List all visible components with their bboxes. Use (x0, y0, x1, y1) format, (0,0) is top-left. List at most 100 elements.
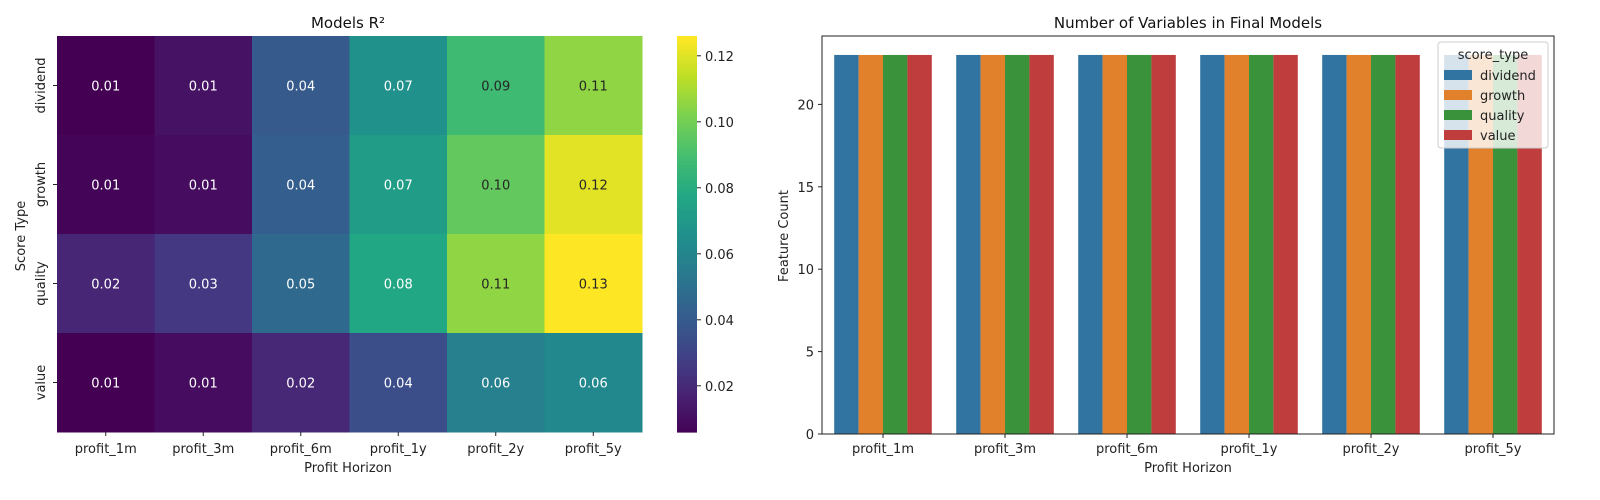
colorbar-segment (677, 369, 697, 374)
colorbar-segment (677, 105, 697, 110)
colorbar-segment (677, 418, 697, 423)
colorbar-segment (677, 108, 697, 113)
heatmap-cell (544, 135, 643, 235)
colorbar-segment (677, 379, 697, 384)
bar-chart-x-tick-label: profit_1m (852, 442, 914, 457)
colorbar-segment (677, 300, 697, 304)
colorbar-segment (677, 283, 697, 288)
colorbar-segment (677, 309, 697, 314)
heatmap-cell-label: 0.07 (384, 179, 413, 194)
heatmap-x-tick-label: profit_3m (172, 442, 234, 457)
bar-chart-x-ticks: profit_1m profit_3m profit_6m profit_1y prof… (852, 434, 1522, 457)
colorbar-segment (677, 181, 697, 186)
colorbar-segment (677, 187, 697, 192)
bar-value (1395, 54, 1420, 434)
colorbar-segment (677, 210, 697, 215)
colorbar-segment (677, 72, 697, 77)
colorbar-segment (677, 247, 697, 252)
colorbar-segment (677, 336, 697, 341)
colorbar-segment (677, 237, 697, 242)
colorbar-segment (677, 375, 697, 380)
bar-quality (883, 54, 908, 434)
colorbar-segment (677, 102, 697, 106)
heatmap-cell (57, 234, 155, 334)
colorbar-segment (677, 402, 697, 407)
bar-chart-x-tick-label: profit_1y (1220, 442, 1277, 457)
bar-quality (1249, 54, 1274, 434)
colorbar-segment (677, 62, 697, 67)
heatmap-cell-label: 0.08 (384, 278, 413, 293)
colorbar-segment (677, 151, 697, 156)
colorbar-segment (677, 49, 697, 54)
colorbar-segment (677, 85, 697, 90)
colorbar-segment (677, 164, 697, 169)
bar-quality (1005, 54, 1030, 434)
colorbar-segment (677, 346, 697, 351)
colorbar-segment (677, 88, 697, 93)
heatmap-cell-label: 0.04 (286, 179, 315, 194)
colorbar-tick-label: 0.08 (705, 182, 734, 197)
bar-dividend (956, 54, 981, 434)
heatmap-x-tick-label: profit_2y (467, 442, 524, 457)
colorbar-segment (677, 362, 697, 367)
colorbar-segment (677, 128, 697, 133)
colorbar-segment (677, 154, 697, 159)
heatmap-cell (544, 333, 643, 433)
colorbar-segment (677, 171, 697, 176)
colorbar-segment (677, 131, 697, 136)
bar-chart-y-tick-label: 20 (797, 98, 814, 113)
heatmap-cell (447, 333, 545, 433)
bar-chart-x-tick-label: profit_3m (974, 442, 1036, 457)
colorbar-segment (677, 168, 697, 172)
colorbar-segment (677, 55, 697, 60)
colorbar-tick-label: 0.12 (705, 50, 734, 65)
bar-growth (980, 54, 1005, 434)
heatmap-y-ticks: dividend growth quality value (34, 58, 57, 400)
bar-value (1151, 54, 1176, 434)
heatmap-cell-label: 0.07 (384, 80, 413, 95)
heatmap-cell (349, 333, 448, 433)
colorbar-segment (677, 296, 697, 301)
heatmap-cell (57, 36, 155, 136)
colorbar-segment (677, 111, 697, 116)
colorbar-segment (677, 174, 697, 179)
colorbar-segment (677, 39, 697, 44)
heatmap-cell-label: 0.04 (384, 377, 413, 392)
heatmap-x-ticks: profit_1m profit_3m profit_6m profit_1y prof… (75, 432, 622, 457)
colorbar-segment (677, 141, 697, 146)
bar-chart-legend[interactable]: score_type dividend growth quality value (1437, 41, 1549, 149)
bar-chart-bars (834, 54, 1542, 434)
bar-quality (1127, 54, 1152, 434)
heatmap-y-tick-label: quality (34, 261, 49, 306)
heatmap-y-tick-label: dividend (34, 58, 49, 114)
colorbar-tick-label: 0.02 (705, 380, 734, 395)
heatmap-cell (252, 234, 350, 334)
colorbar-segment (677, 121, 697, 126)
colorbar-segment (677, 95, 697, 100)
colorbar-segment (677, 382, 697, 387)
heatmap-cell (447, 234, 545, 334)
colorbar-segment (677, 148, 697, 153)
colorbar-segment (677, 326, 697, 331)
bar-growth (1346, 54, 1371, 434)
legend-swatch-growth (1444, 90, 1472, 100)
colorbar-segment (677, 263, 697, 268)
bar-dividend (1322, 54, 1347, 434)
colorbar-segment (677, 339, 697, 344)
bar-chart-y-axis-label: Feature Count (777, 190, 792, 282)
colorbar-segment (677, 65, 697, 70)
bar-value (1273, 54, 1298, 434)
heatmap-cell (154, 333, 253, 433)
heatmap-x-tick-label: profit_5y (565, 442, 622, 457)
heatmap-cell-label: 0.11 (481, 278, 510, 293)
heatmap-cell (154, 135, 253, 235)
colorbar-segment (677, 257, 697, 261)
colorbar-segment (677, 267, 697, 271)
colorbar-segment (677, 366, 697, 370)
legend-title: score_type (1458, 48, 1528, 63)
colorbar-segment (677, 280, 697, 285)
legend-label-quality: quality (1480, 109, 1525, 124)
heatmap-cell (447, 36, 545, 136)
bar-value (1029, 54, 1054, 434)
bar-dividend (834, 54, 859, 434)
